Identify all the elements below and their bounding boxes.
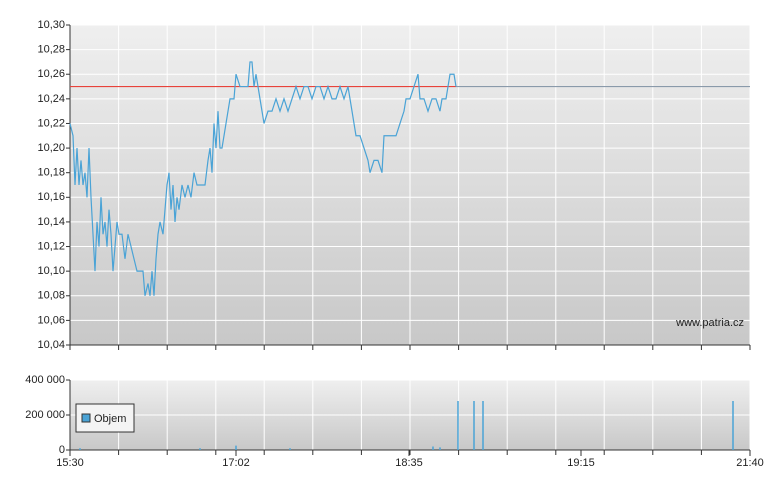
volume-bar	[199, 448, 201, 450]
volume-bar	[482, 401, 484, 450]
y-tick-label: 10,08	[37, 290, 65, 302]
y-tick-label: 10,18	[37, 167, 65, 179]
x-tick-label: 17:02	[222, 457, 250, 469]
volume-bar	[432, 446, 434, 450]
y-tick-label: 0	[59, 444, 65, 456]
volume-bar	[289, 448, 291, 450]
watermark: www.patria.cz	[675, 317, 744, 329]
volume-bar	[235, 445, 237, 450]
y-tick-label: 10,14	[37, 216, 65, 228]
legend-label: Objem	[94, 413, 126, 425]
volume-bar	[732, 401, 734, 450]
y-tick-label: 10,10	[37, 265, 65, 277]
volume-bar	[457, 401, 459, 450]
y-tick-label: 10,22	[37, 117, 65, 129]
x-tick-label: 15:30	[56, 457, 84, 469]
x-tick-label: 21:40	[736, 457, 764, 469]
y-tick-label: 10,28	[37, 44, 65, 56]
legend-swatch	[81, 413, 91, 423]
y-tick-label: 200 000	[25, 409, 65, 421]
y-tick-label: 10,20	[37, 142, 65, 154]
y-tick-label: 10,12	[37, 240, 65, 252]
y-tick-label: 10,26	[37, 68, 65, 80]
x-tick-label: 19:15	[567, 457, 595, 469]
y-tick-label: 10,04	[37, 339, 65, 351]
y-tick-label: 400 000	[25, 374, 65, 386]
legend: Objem	[75, 403, 135, 433]
volume-bar	[473, 401, 475, 450]
y-tick-label: 10,16	[37, 191, 65, 203]
y-tick-label: 10,30	[37, 19, 65, 31]
y-tick-label: 10,06	[37, 314, 65, 326]
x-tick-label: 18:35	[395, 457, 423, 469]
volume-bar	[439, 447, 441, 450]
volume-bar	[79, 448, 81, 450]
y-tick-label: 10,24	[37, 93, 65, 105]
price-line	[69, 61, 457, 296]
